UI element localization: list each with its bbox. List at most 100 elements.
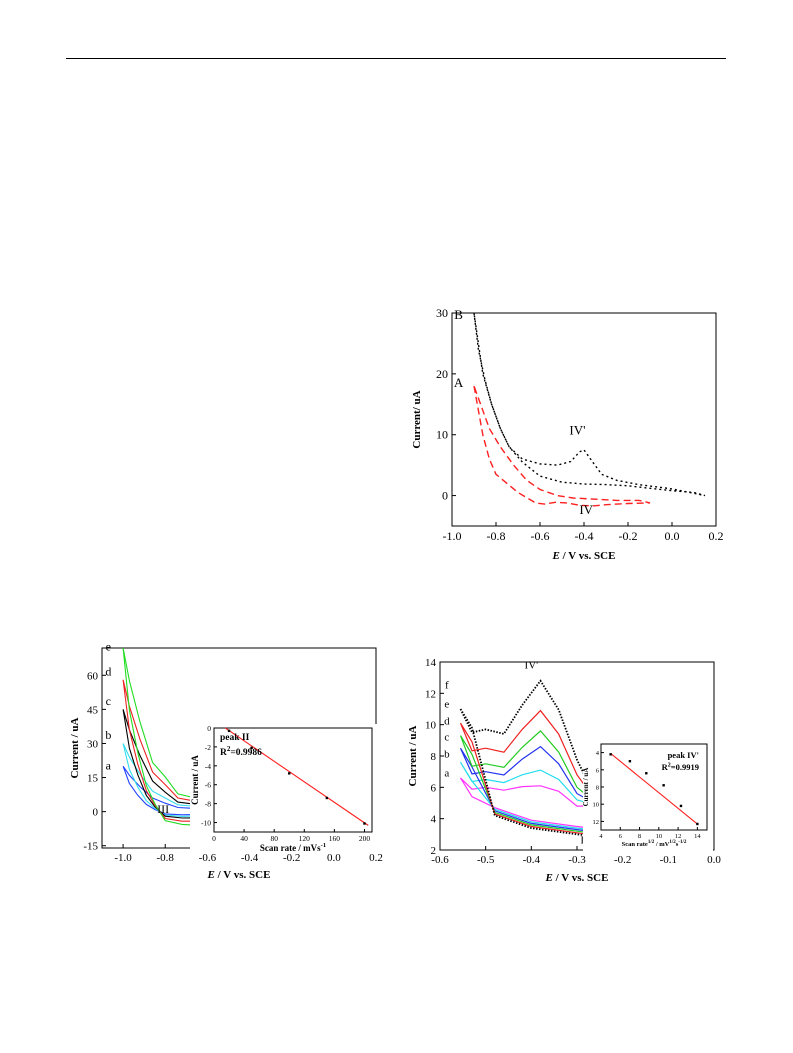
fig-c-inset-x-tick-label: 8 (638, 833, 641, 840)
fig-c-x-tick-label: -0.5 (477, 854, 495, 866)
fig-b-annotation: a (106, 759, 112, 773)
fig-b-x-tick-label: 0.0 (327, 852, 341, 864)
fig-a-x-tick-label: 0.0 (665, 529, 680, 543)
fig-b-inset-y-tick-label: -4 (205, 762, 211, 771)
fig-c-y-tick-label: 14 (425, 657, 437, 669)
fig-b-inset-x-tick-label: 160 (329, 834, 341, 843)
fig-c-inset-point (609, 753, 612, 756)
fig-b-x-tick-label: -0.2 (283, 852, 300, 864)
fig-c-x-axis-label: E / V vs. SCE (545, 872, 609, 884)
fig-c-annotation: f (445, 680, 449, 692)
fig-b-inset-point (288, 772, 291, 775)
fig-a-y-axis-label: Current/ uA (411, 390, 423, 448)
fig-a-series-A (473, 385, 651, 507)
fig-c-inset-title: peak IV' (668, 750, 699, 760)
fig-a-x-tick-label: -0.6 (531, 529, 550, 543)
fig-b-x-axis-label: E / V vs. SCE (207, 869, 271, 881)
fig-c-inset-x-tick-label: 10 (656, 833, 663, 840)
fig-b-x-tick-label: -0.4 (241, 852, 259, 864)
fig-b-inset-point (363, 822, 366, 825)
fig-b-inset-y-tick-label: -6 (205, 781, 211, 790)
fig-c-inset-point (628, 760, 632, 763)
fig-a-x-tick-label: -1.0 (443, 529, 462, 543)
fig-b-inset-point (250, 746, 253, 750)
fig-c-inset-y-tick-label: 6 (596, 767, 600, 774)
fig-c-inset-point (662, 784, 665, 787)
fig-a-x-tick-label: 0.2 (709, 529, 724, 543)
figure-b: -1.0 -0.8 -0.6 -0.4 -0.2 0.0 0.2 -15 0 15 30 45 60 II… (69, 642, 383, 881)
fig-a-x-tick-label: -0.2 (619, 529, 638, 543)
fig-c-inset-x-tick-label: 14 (694, 833, 701, 840)
fig-b-x-tick-label: -0.8 (157, 852, 175, 864)
fig-b-inset-x-tick-label: 120 (299, 834, 311, 843)
fig-c-inset-y-tick-label: 4 (596, 750, 600, 757)
fig-c-annotation: e (444, 698, 449, 710)
fig-b-inset-title: peak II (220, 733, 250, 743)
fig-a-x-tick-label: -0.4 (575, 529, 594, 543)
fig-a-plot-frame (451, 312, 717, 527)
fig-a-x-tick-label: -0.8 (487, 529, 506, 543)
fig-c-inset-background (583, 740, 713, 852)
fig-c-inset-point (696, 822, 699, 826)
fig-c-y-axis-label: Current / uA (407, 725, 419, 786)
fig-c-inset-point (645, 772, 648, 775)
fig-a-y-tick-label: 10 (436, 428, 448, 442)
fig-c-annotation: a (444, 767, 449, 779)
fig-b-annotation: b (105, 728, 111, 742)
fig-c-inset-y-tick-label: 8 (596, 785, 599, 792)
fig-c-x-tick-label: -0.1 (660, 854, 677, 866)
fig-a-series-B (473, 312, 706, 497)
fig-c-x-tick-label: -0.3 (568, 854, 586, 866)
fig-a-y-tick-label: 30 (436, 308, 448, 320)
header-rule (66, 58, 726, 59)
fig-b-inset-y-label: Current / uA (190, 755, 200, 805)
fig-b-inset-frame (213, 727, 373, 833)
fig-c-x-tick-label: -0.2 (614, 854, 631, 866)
fig-c-inset-fit-line (610, 753, 699, 826)
fig-c-annotation: c (444, 731, 449, 743)
fig-a-x-axis-label: E / V vs. SCE (552, 550, 616, 562)
fig-c-inset-r2: R2=0.9919 (662, 762, 699, 772)
fig-a-y-tick-label: 20 (436, 367, 448, 381)
fig-b-y-tick-label: 45 (87, 704, 99, 716)
fig-b-annotation: d (105, 664, 111, 678)
fig-b-inset-y-tick-label: -10 (201, 819, 211, 828)
fig-c-inset-y-tick-label: 10 (593, 802, 600, 809)
fig-b-x-tick-label: -0.6 (199, 852, 217, 864)
fig-c-y-tick-label: 6 (431, 782, 437, 794)
fig-b-y-tick-label: -15 (83, 841, 98, 853)
fig-c-x-tick-label: 0.0 (707, 854, 721, 866)
fig-c-inset-x-tick-label: 6 (619, 833, 623, 840)
fig-c-y-tick-label: 8 (431, 751, 437, 763)
fig-b-annotation: e (106, 642, 111, 653)
fig-a-y-tick-label: 0 (442, 489, 448, 503)
fig-b-inset-background (190, 724, 378, 854)
fig-c-inset-x-label: Scan rate1/2 / mV1/2s-1/2 (622, 840, 687, 848)
fig-a-annotation: B (454, 308, 463, 322)
figure-a: -1.0 -0.8 -0.6 -0.4 -0.2 0.0 0.2 0 10 20 30 IV IV' A B… (411, 308, 724, 562)
fig-c-inset-y-tick-label: 12 (593, 819, 600, 826)
fig-b-inset-y-tick-label: -8 (205, 800, 211, 809)
fig-b-y-tick-label: 30 (87, 738, 99, 750)
fig-b-inset-point (325, 796, 329, 800)
fig-c-inset-y-label: Current / uA (582, 768, 590, 807)
fig-b-inset-x-tick-label: 0 (212, 834, 216, 843)
fig-b-y-tick-label: 0 (93, 807, 99, 819)
fig-b-annotation: c (106, 694, 111, 708)
fig-b-inset-x-tick-label: 200 (359, 834, 371, 843)
fig-b-inset-x-tick-label: 80 (270, 834, 278, 843)
fig-b-y-tick-label: 15 (87, 773, 99, 785)
fig-b-x-tick-label: 0.2 (369, 852, 383, 864)
fig-b-y-tick-label: 60 (87, 670, 99, 682)
fig-c-x-tick-label: -0.4 (523, 854, 541, 866)
fig-a-annotation: IV (579, 502, 593, 517)
fig-a-annotation: A (454, 375, 464, 390)
fig-b-inset-point (227, 729, 231, 733)
fig-c-inset-point (679, 804, 683, 808)
fig-a-annotation: IV' (569, 423, 585, 438)
fig-b-inset-r2: R2=0.9986 (220, 745, 262, 758)
fig-c-inset-x-tick-label: 4 (599, 833, 603, 840)
fig-c-annotation: d (444, 716, 450, 728)
fig-b-y-axis-label: Current / uA (69, 717, 81, 778)
fig-b-inset-x-label: Scan rate / mVs-1 (260, 842, 326, 853)
